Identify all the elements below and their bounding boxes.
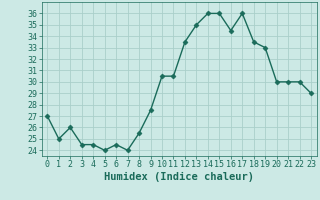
- X-axis label: Humidex (Indice chaleur): Humidex (Indice chaleur): [104, 172, 254, 182]
